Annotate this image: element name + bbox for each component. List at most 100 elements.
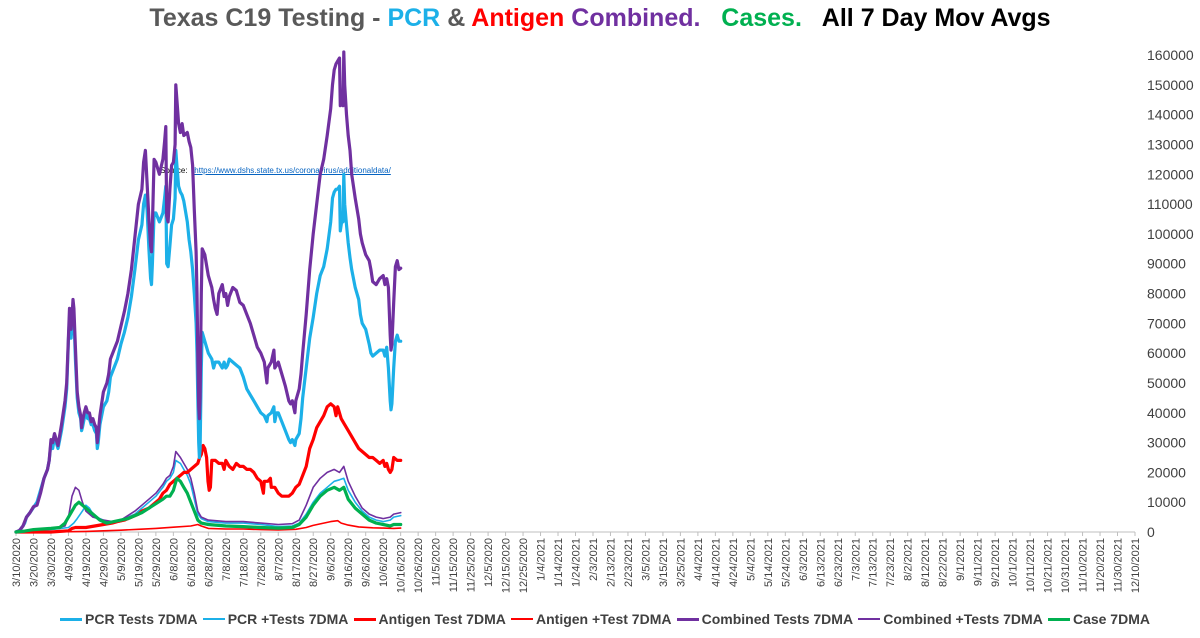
- x-tick-label: 10/26/2020: [413, 538, 425, 593]
- y-tick-label: 160000: [1147, 47, 1194, 63]
- x-tick-label: 8/22/2021: [938, 538, 950, 587]
- legend-swatch: [353, 617, 376, 621]
- x-tick-label: 11/10/2021: [1078, 538, 1090, 592]
- legend-label: Case 7DMA: [1072, 611, 1150, 627]
- x-tick-label: 11/15/2020: [448, 538, 460, 592]
- y-tick-label: 40000: [1147, 405, 1186, 421]
- x-tick-label: 3/15/2021: [658, 538, 670, 587]
- x-tick-label: 12/15/2020: [501, 538, 513, 593]
- x-tick-label: 7/18/2020: [238, 538, 250, 587]
- x-tick-label: 1/14/2021: [553, 538, 565, 587]
- x-tick-label: 6/8/2020: [168, 538, 180, 581]
- x-tick-label: 1/24/2021: [571, 538, 583, 587]
- x-tick-label: 8/17/2020: [291, 538, 303, 587]
- x-tick-label: 12/5/2020: [483, 538, 495, 587]
- y-tick-label: 130000: [1147, 136, 1194, 152]
- legend-label: PCR +Tests 7DMA: [227, 611, 349, 627]
- x-tick-label: 6/13/2021: [815, 538, 827, 587]
- x-tick-label: 1/4/2021: [536, 538, 548, 581]
- x-tick-label: 10/31/2021: [1060, 538, 1072, 593]
- title-part: Cases.: [700, 4, 802, 32]
- series-line-combined-tests-7dma: [14, 50, 403, 534]
- x-tick-label: 8/12/2021: [920, 538, 932, 587]
- x-tick-label: 5/24/2021: [780, 538, 792, 587]
- x-tick-label: 10/16/2020: [396, 538, 408, 593]
- title-part: &: [440, 4, 472, 32]
- x-tick-label: 5/9/2020: [116, 538, 128, 581]
- legend-swatch: [511, 618, 533, 620]
- x-tick-label: 4/19/2020: [81, 538, 93, 587]
- x-tick-label: 11/25/2020: [466, 538, 478, 592]
- x-tick-label: 6/3/2021: [798, 538, 810, 581]
- title-part: Combined.: [564, 4, 701, 32]
- legend-item: Case 7DMA: [1047, 611, 1150, 627]
- x-tick-label: 6/23/2021: [833, 538, 845, 587]
- y-tick-label: 70000: [1147, 315, 1186, 331]
- x-tick-label: 2/3/2021: [588, 538, 600, 581]
- x-tick-label: 9/26/2020: [361, 538, 373, 587]
- legend-label: Antigen Test 7DMA: [378, 611, 506, 627]
- x-tick-label: 4/29/2020: [98, 538, 110, 587]
- y-tick-label: 20000: [1147, 464, 1186, 480]
- legend-swatch: [202, 618, 225, 620]
- x-tick-label: 2/13/2021: [605, 538, 617, 587]
- legend-item: Combined Tests 7DMA: [676, 611, 853, 627]
- legend-item: PCR +Tests 7DMA: [202, 611, 349, 627]
- x-tick-label: 10/21/2021: [1043, 538, 1055, 593]
- legend-swatch: [1047, 617, 1070, 621]
- legend-label: Antigen +Test 7DMA: [536, 611, 672, 627]
- y-tick-label: 30000: [1147, 435, 1186, 451]
- y-tick-label: 110000: [1147, 196, 1193, 212]
- x-tick-label: 5/19/2020: [133, 538, 145, 587]
- chart-title: Texas C19 Testing - PCR & Antigen Combin…: [0, 4, 1200, 33]
- title-part: Antigen: [471, 4, 565, 32]
- legend-item: PCR Tests 7DMA: [60, 611, 198, 627]
- y-tick-label: 0: [1147, 524, 1155, 540]
- x-tick-label: 3/10/2020: [11, 538, 23, 587]
- legend-label: Combined +Tests 7DMA: [883, 611, 1043, 627]
- x-tick-label: 12/10/2021: [1130, 538, 1142, 593]
- x-tick-label: 12/25/2020: [518, 538, 530, 593]
- y-tick-label: 120000: [1147, 166, 1194, 182]
- legend-swatch: [858, 618, 881, 620]
- y-tick-label: 10000: [1147, 494, 1186, 510]
- source-link[interactable]: https://www.dshs.state.tx.us/coronavirus…: [194, 166, 391, 175]
- x-tick-label: 2/23/2021: [623, 538, 635, 587]
- x-tick-label: 7/3/2021: [850, 538, 862, 581]
- x-tick-label: 11/30/2021: [1113, 538, 1125, 592]
- x-tick-label: 3/30/2020: [46, 538, 58, 587]
- x-tick-label: 8/27/2020: [308, 538, 320, 587]
- x-tick-label: 11/20/2021: [1095, 538, 1107, 592]
- x-tick-label: 4/4/2021: [693, 538, 705, 581]
- x-tick-label: 4/24/2021: [728, 538, 740, 587]
- x-tick-label: 3/5/2021: [640, 538, 652, 581]
- x-tick-label: 6/28/2020: [203, 538, 215, 587]
- title-part: PCR: [387, 4, 441, 32]
- x-tick-label: 3/20/2020: [28, 538, 40, 587]
- x-tick-label: 7/8/2020: [221, 538, 233, 581]
- x-tick-label: 10/1/2021: [1008, 538, 1020, 587]
- x-tick-label: 9/21/2021: [990, 538, 1002, 587]
- legend-swatch: [60, 617, 82, 621]
- legend-item: Antigen Test 7DMA: [353, 611, 506, 627]
- x-tick-label: 10/6/2020: [378, 538, 390, 587]
- x-tick-label: 9/11/2021: [973, 538, 985, 586]
- y-tick-label: 100000: [1147, 226, 1194, 242]
- legend-swatch: [676, 617, 699, 621]
- title-part: All 7 Day Mov Avgs: [801, 4, 1051, 32]
- legend-item: Combined +Tests 7DMA: [858, 611, 1043, 627]
- series-line-antigen-test-7dma: [15, 519, 402, 533]
- x-tick-label: 4/9/2020: [63, 538, 75, 581]
- y-tick-label: 60000: [1147, 345, 1186, 361]
- x-tick-label: 7/13/2021: [868, 538, 880, 587]
- x-tick-label: 10/11/2021: [1025, 538, 1037, 592]
- x-tick-label: 9/16/2020: [343, 538, 355, 587]
- x-tick-label: 7/28/2020: [256, 538, 268, 587]
- source-label: Source:: [160, 166, 188, 175]
- x-tick-label: 9/1/2021: [955, 538, 967, 581]
- x-tick-label: 5/14/2021: [763, 538, 775, 587]
- y-tick-label: 90000: [1147, 256, 1186, 272]
- x-tick-label: 6/18/2020: [186, 538, 198, 587]
- x-tick-label: 3/25/2021: [675, 538, 687, 587]
